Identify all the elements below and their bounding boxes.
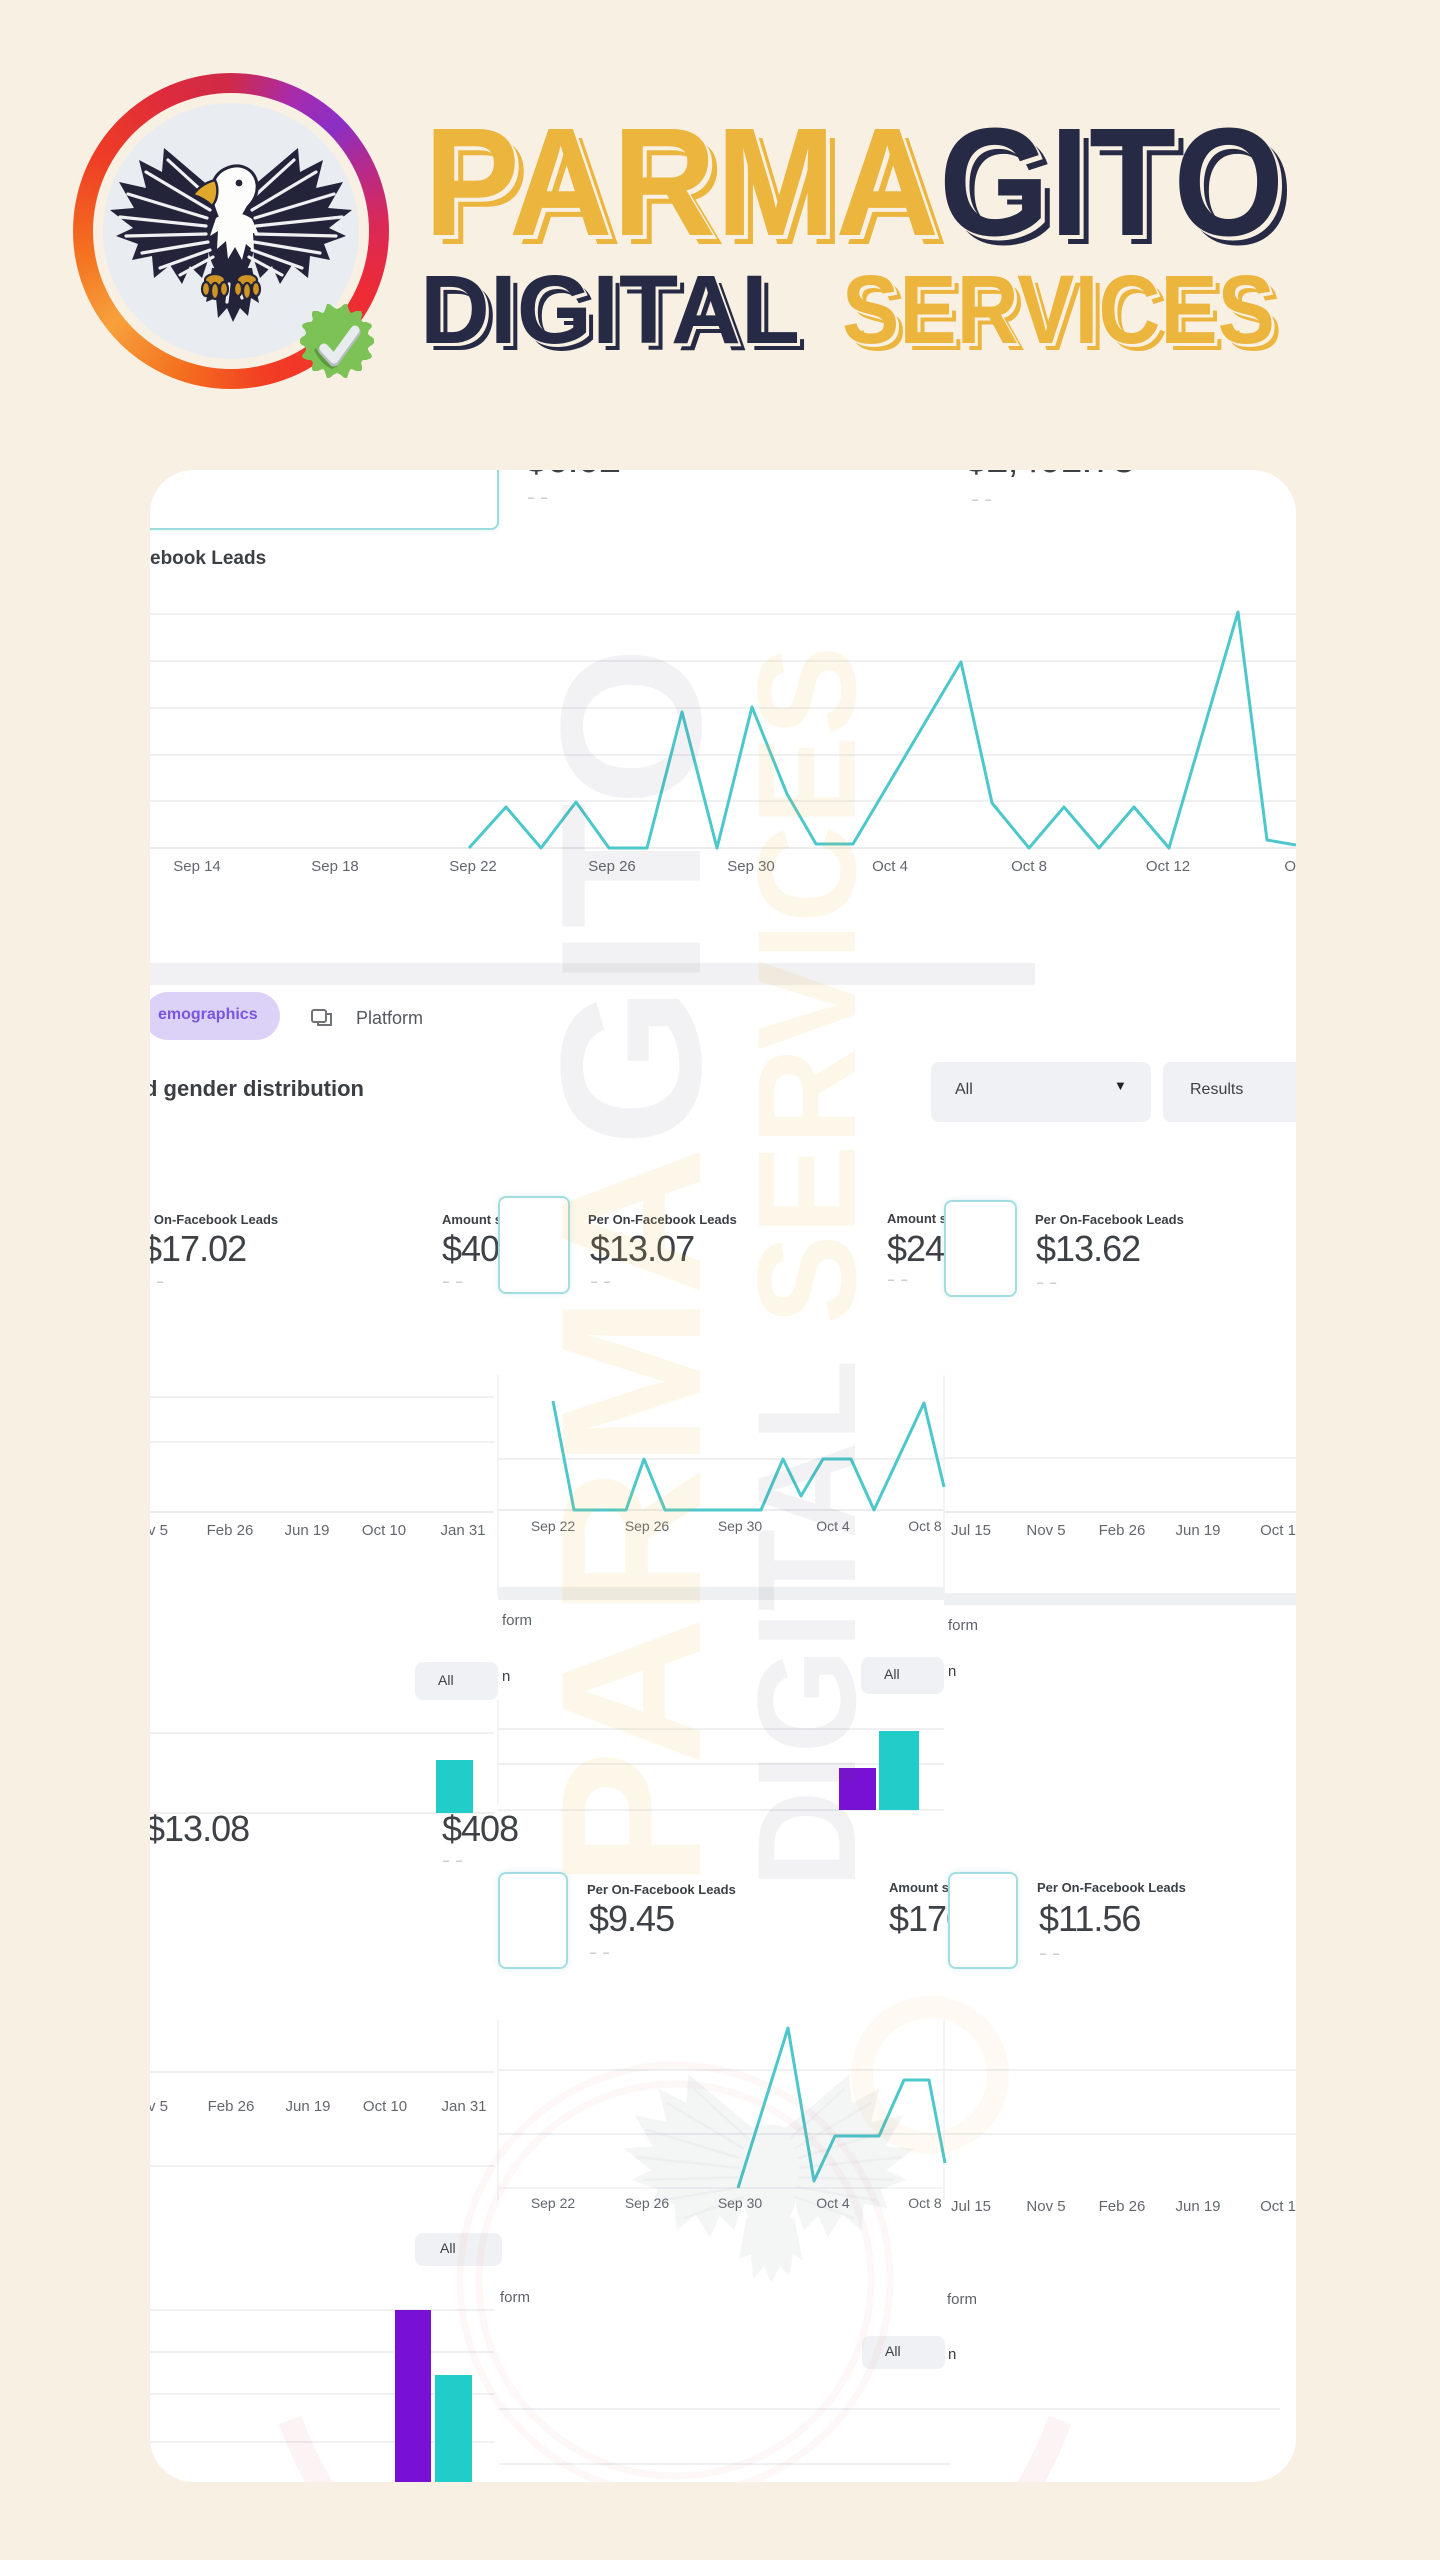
svg-text:PARMA: PARMA — [433, 105, 948, 277]
svg-text:DIGITAL: DIGITAL — [423, 258, 803, 367]
svg-text:GITO: GITO — [939, 96, 1284, 268]
svg-text:DIGITAL: DIGITAL — [427, 262, 807, 371]
svg-text:PARMA: PARMA — [424, 96, 939, 268]
svg-text:GITO: GITO — [943, 100, 1288, 272]
svg-text:SERVICES: SERVICES — [842, 255, 1275, 364]
svg-text:DIGITAL SERVICES: DIGITAL SERVICES — [728, 646, 885, 1888]
svg-text:PARMAGITO: PARMAGITO — [520, 646, 743, 1888]
svg-text:PARMA: PARMA — [428, 100, 943, 272]
svg-text:DIGITAL: DIGITAL — [420, 255, 800, 364]
svg-text:SERVICES: SERVICES — [845, 258, 1278, 367]
svg-text:SERVICES: SERVICES — [849, 262, 1282, 371]
svg-text:GITO: GITO — [948, 105, 1293, 277]
